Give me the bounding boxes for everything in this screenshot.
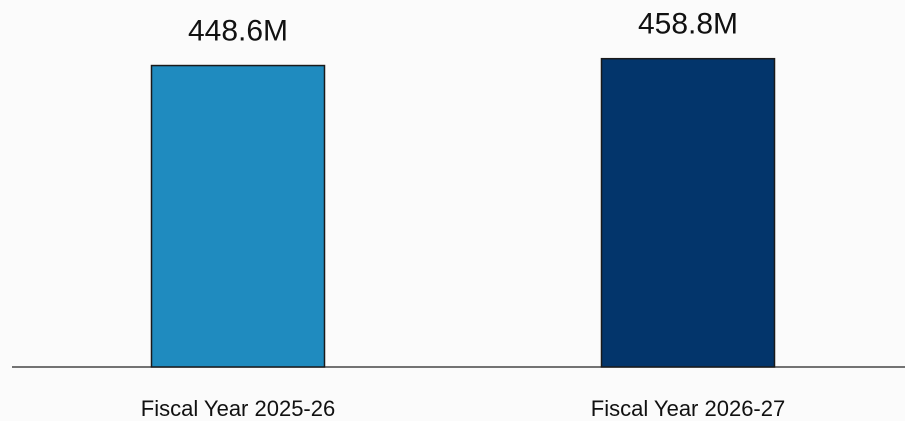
- x-tick-label: Fiscal Year 2026-27: [591, 396, 785, 421]
- x-tick-label: Fiscal Year 2025-26: [141, 396, 335, 421]
- value-label: 448.6M: [188, 14, 288, 47]
- bar: [600, 57, 776, 368]
- value-label: 458.8M: [638, 8, 738, 41]
- bar: [150, 64, 326, 368]
